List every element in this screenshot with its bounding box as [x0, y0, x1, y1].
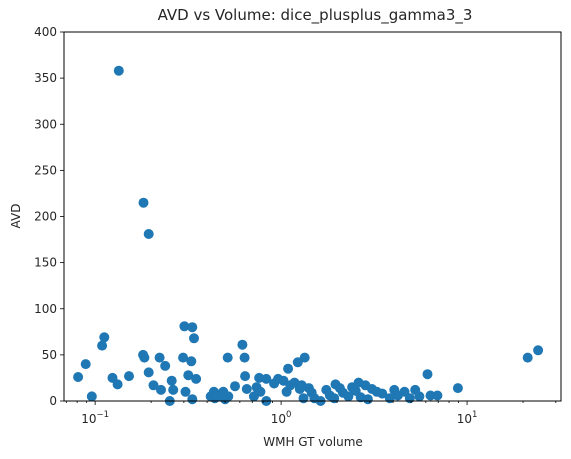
data-point	[166, 375, 177, 386]
y-tick-label: 400	[34, 25, 57, 39]
data-point	[143, 229, 154, 239]
data-point	[187, 322, 198, 333]
data-point	[343, 391, 354, 402]
y-axis-label: AVD	[9, 204, 23, 229]
data-point	[422, 369, 433, 380]
y-axis-ticks: 0 50 100 150 200 250 300 350 400	[34, 25, 64, 408]
plot-frame	[63, 31, 562, 402]
y-tick-label: 250	[34, 163, 57, 177]
data-point	[222, 352, 233, 363]
data-point	[124, 371, 134, 382]
data-point	[255, 386, 266, 397]
data-point	[404, 393, 415, 404]
x-tick-label: 100	[271, 410, 292, 426]
data-point	[156, 384, 166, 395]
data-points	[73, 65, 544, 406]
y-tick-label: 350	[34, 71, 57, 85]
data-point	[154, 352, 165, 363]
data-point	[377, 388, 388, 399]
x-tick-label: 101	[457, 410, 478, 426]
data-point	[414, 391, 425, 402]
data-point	[241, 384, 252, 394]
data-point	[112, 379, 123, 390]
data-point	[186, 356, 197, 367]
data-point	[237, 339, 248, 350]
data-point	[261, 373, 272, 384]
data-point	[138, 197, 149, 208]
data-point	[298, 393, 309, 404]
data-point	[239, 352, 250, 363]
data-point	[180, 386, 191, 397]
data-point	[187, 394, 198, 405]
data-point	[99, 332, 110, 343]
data-point	[240, 371, 251, 382]
data-point	[178, 352, 189, 363]
data-point	[452, 383, 463, 394]
data-point	[139, 352, 150, 363]
data-point	[183, 370, 194, 381]
data-point	[160, 360, 171, 371]
x-axis-ticks: 10−1 100 101	[65, 401, 557, 426]
chart-title: AVD vs Volume: dice_plusplus_gamma3_3	[158, 6, 473, 25]
data-point	[329, 393, 340, 404]
x-tick-label: 10−1	[81, 410, 109, 426]
data-point	[533, 345, 544, 356]
data-point	[73, 372, 84, 382]
y-tick-label: 0	[49, 394, 57, 408]
data-point	[113, 65, 124, 76]
data-point	[191, 373, 202, 384]
data-point	[223, 391, 234, 402]
data-point	[148, 380, 159, 391]
y-tick-label: 200	[34, 210, 57, 224]
data-point	[80, 359, 91, 370]
data-point	[425, 390, 436, 401]
data-point	[283, 363, 294, 374]
data-point	[86, 391, 97, 402]
data-point	[522, 352, 533, 363]
data-point	[432, 390, 443, 401]
data-point	[362, 394, 373, 405]
data-point	[230, 381, 240, 392]
data-point	[189, 333, 199, 344]
data-point	[179, 321, 190, 332]
data-point	[97, 340, 108, 351]
data-point	[168, 384, 179, 395]
y-tick-label: 300	[34, 117, 57, 131]
y-tick-label: 50	[42, 348, 57, 362]
y-tick-label: 150	[34, 256, 57, 270]
x-axis-label: WMH GT volume	[263, 435, 363, 449]
data-point	[299, 352, 310, 363]
data-point	[143, 367, 154, 378]
y-tick-label: 100	[34, 302, 57, 316]
